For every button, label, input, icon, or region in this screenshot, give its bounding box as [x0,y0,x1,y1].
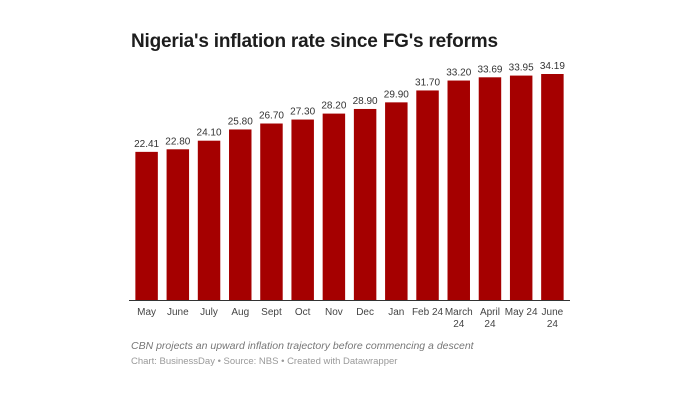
data-label: 34.19 [540,61,565,72]
x-tick-label: Aug [231,307,249,318]
x-tick-label: May 24 [505,307,538,318]
data-label: 25.80 [228,116,253,127]
data-label: 24.10 [197,128,222,139]
x-tick-label: March [445,307,473,318]
data-label: 31.70 [415,77,440,88]
x-tick-label: July [200,307,218,318]
x-tick-label: June [167,307,189,318]
bar [447,80,470,300]
chart-notes: CBN projects an upward inflation traject… [131,340,474,352]
x-tick-label: 24 [547,319,559,330]
bar [322,113,346,300]
data-label: 33.95 [509,63,534,74]
bar [353,108,377,301]
x-tick-label: 24 [484,319,496,330]
bar [135,151,158,300]
bar [229,129,252,300]
bar [166,149,190,300]
data-label: 29.90 [384,89,409,100]
bar [541,74,564,300]
data-label: 22.41 [134,139,159,150]
bar [416,90,439,300]
data-label: 33.20 [446,68,471,79]
data-label: 22.80 [165,136,190,147]
x-tick-label: Nov [325,307,343,318]
bar [260,123,283,300]
data-label: 33.69 [477,64,502,75]
data-label: 27.30 [290,107,315,118]
x-tick-label: May [137,307,156,318]
chart-source: Chart: BusinessDay • Source: NBS • Creat… [131,356,398,367]
bar [478,77,502,301]
data-label: 26.70 [259,111,284,122]
x-tick-label: June [542,307,564,318]
x-tick-label: Sept [261,307,282,318]
x-tick-label: Feb 24 [412,307,444,318]
x-tick-label: April [480,307,500,318]
bar [509,75,533,300]
x-tick-label: Oct [295,307,311,318]
bar [197,140,221,300]
bar [385,102,408,300]
data-label: 28.20 [321,101,346,112]
bar [291,119,314,300]
x-tick-label: Jan [388,307,404,318]
chart-title: Nigeria's inflation rate since FG's refo… [131,31,498,52]
data-label: 28.90 [353,96,378,107]
x-tick-label: 24 [453,319,465,330]
x-tick-label: Dec [356,307,374,318]
